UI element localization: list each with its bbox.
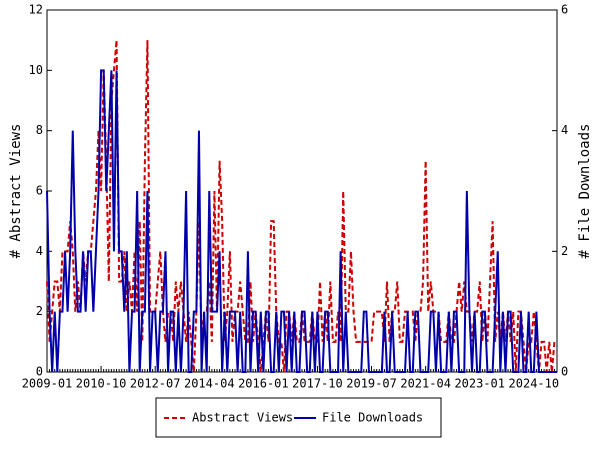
- legend: [155, 397, 442, 438]
- y-tick-label: 4: [36, 244, 43, 258]
- y2-tick-label: 4: [561, 123, 568, 137]
- y-tick-label: 8: [36, 123, 43, 137]
- y-tick-label: 12: [29, 3, 43, 17]
- legend-label: Abstract Views: [192, 411, 293, 425]
- y2-tick-label: 0: [561, 365, 568, 379]
- y-tick-label: 10: [29, 63, 43, 77]
- x-tick-label: 2012-07: [130, 377, 181, 391]
- y-tick-label: 6: [36, 184, 43, 198]
- x-tick-label: 2021-04: [400, 377, 451, 391]
- y-tick-label: 2: [36, 304, 43, 318]
- x-tick-label: 2017-10: [292, 377, 343, 391]
- x-tick-label: 2014-04: [184, 377, 235, 391]
- y2-axis-title: # File Downloads: [577, 124, 593, 259]
- x-tick-label: 2024-10: [509, 377, 560, 391]
- x-tick-label: 2009-01: [22, 377, 73, 391]
- x-tick-label: 2019-07: [346, 377, 397, 391]
- x-tick-label: 2016-01: [238, 377, 289, 391]
- y-axis-title: # Abstract Views: [8, 124, 24, 259]
- series-line: [46, 69, 557, 373]
- x-tick-label: 2023-01: [454, 377, 505, 391]
- y2-tick-label: 2: [561, 244, 568, 258]
- y-tick-label: 0: [36, 365, 43, 379]
- x-tick-label: 2010-10: [76, 377, 127, 391]
- legend-label: File Downloads: [322, 411, 423, 425]
- y2-tick-label: 6: [561, 3, 568, 17]
